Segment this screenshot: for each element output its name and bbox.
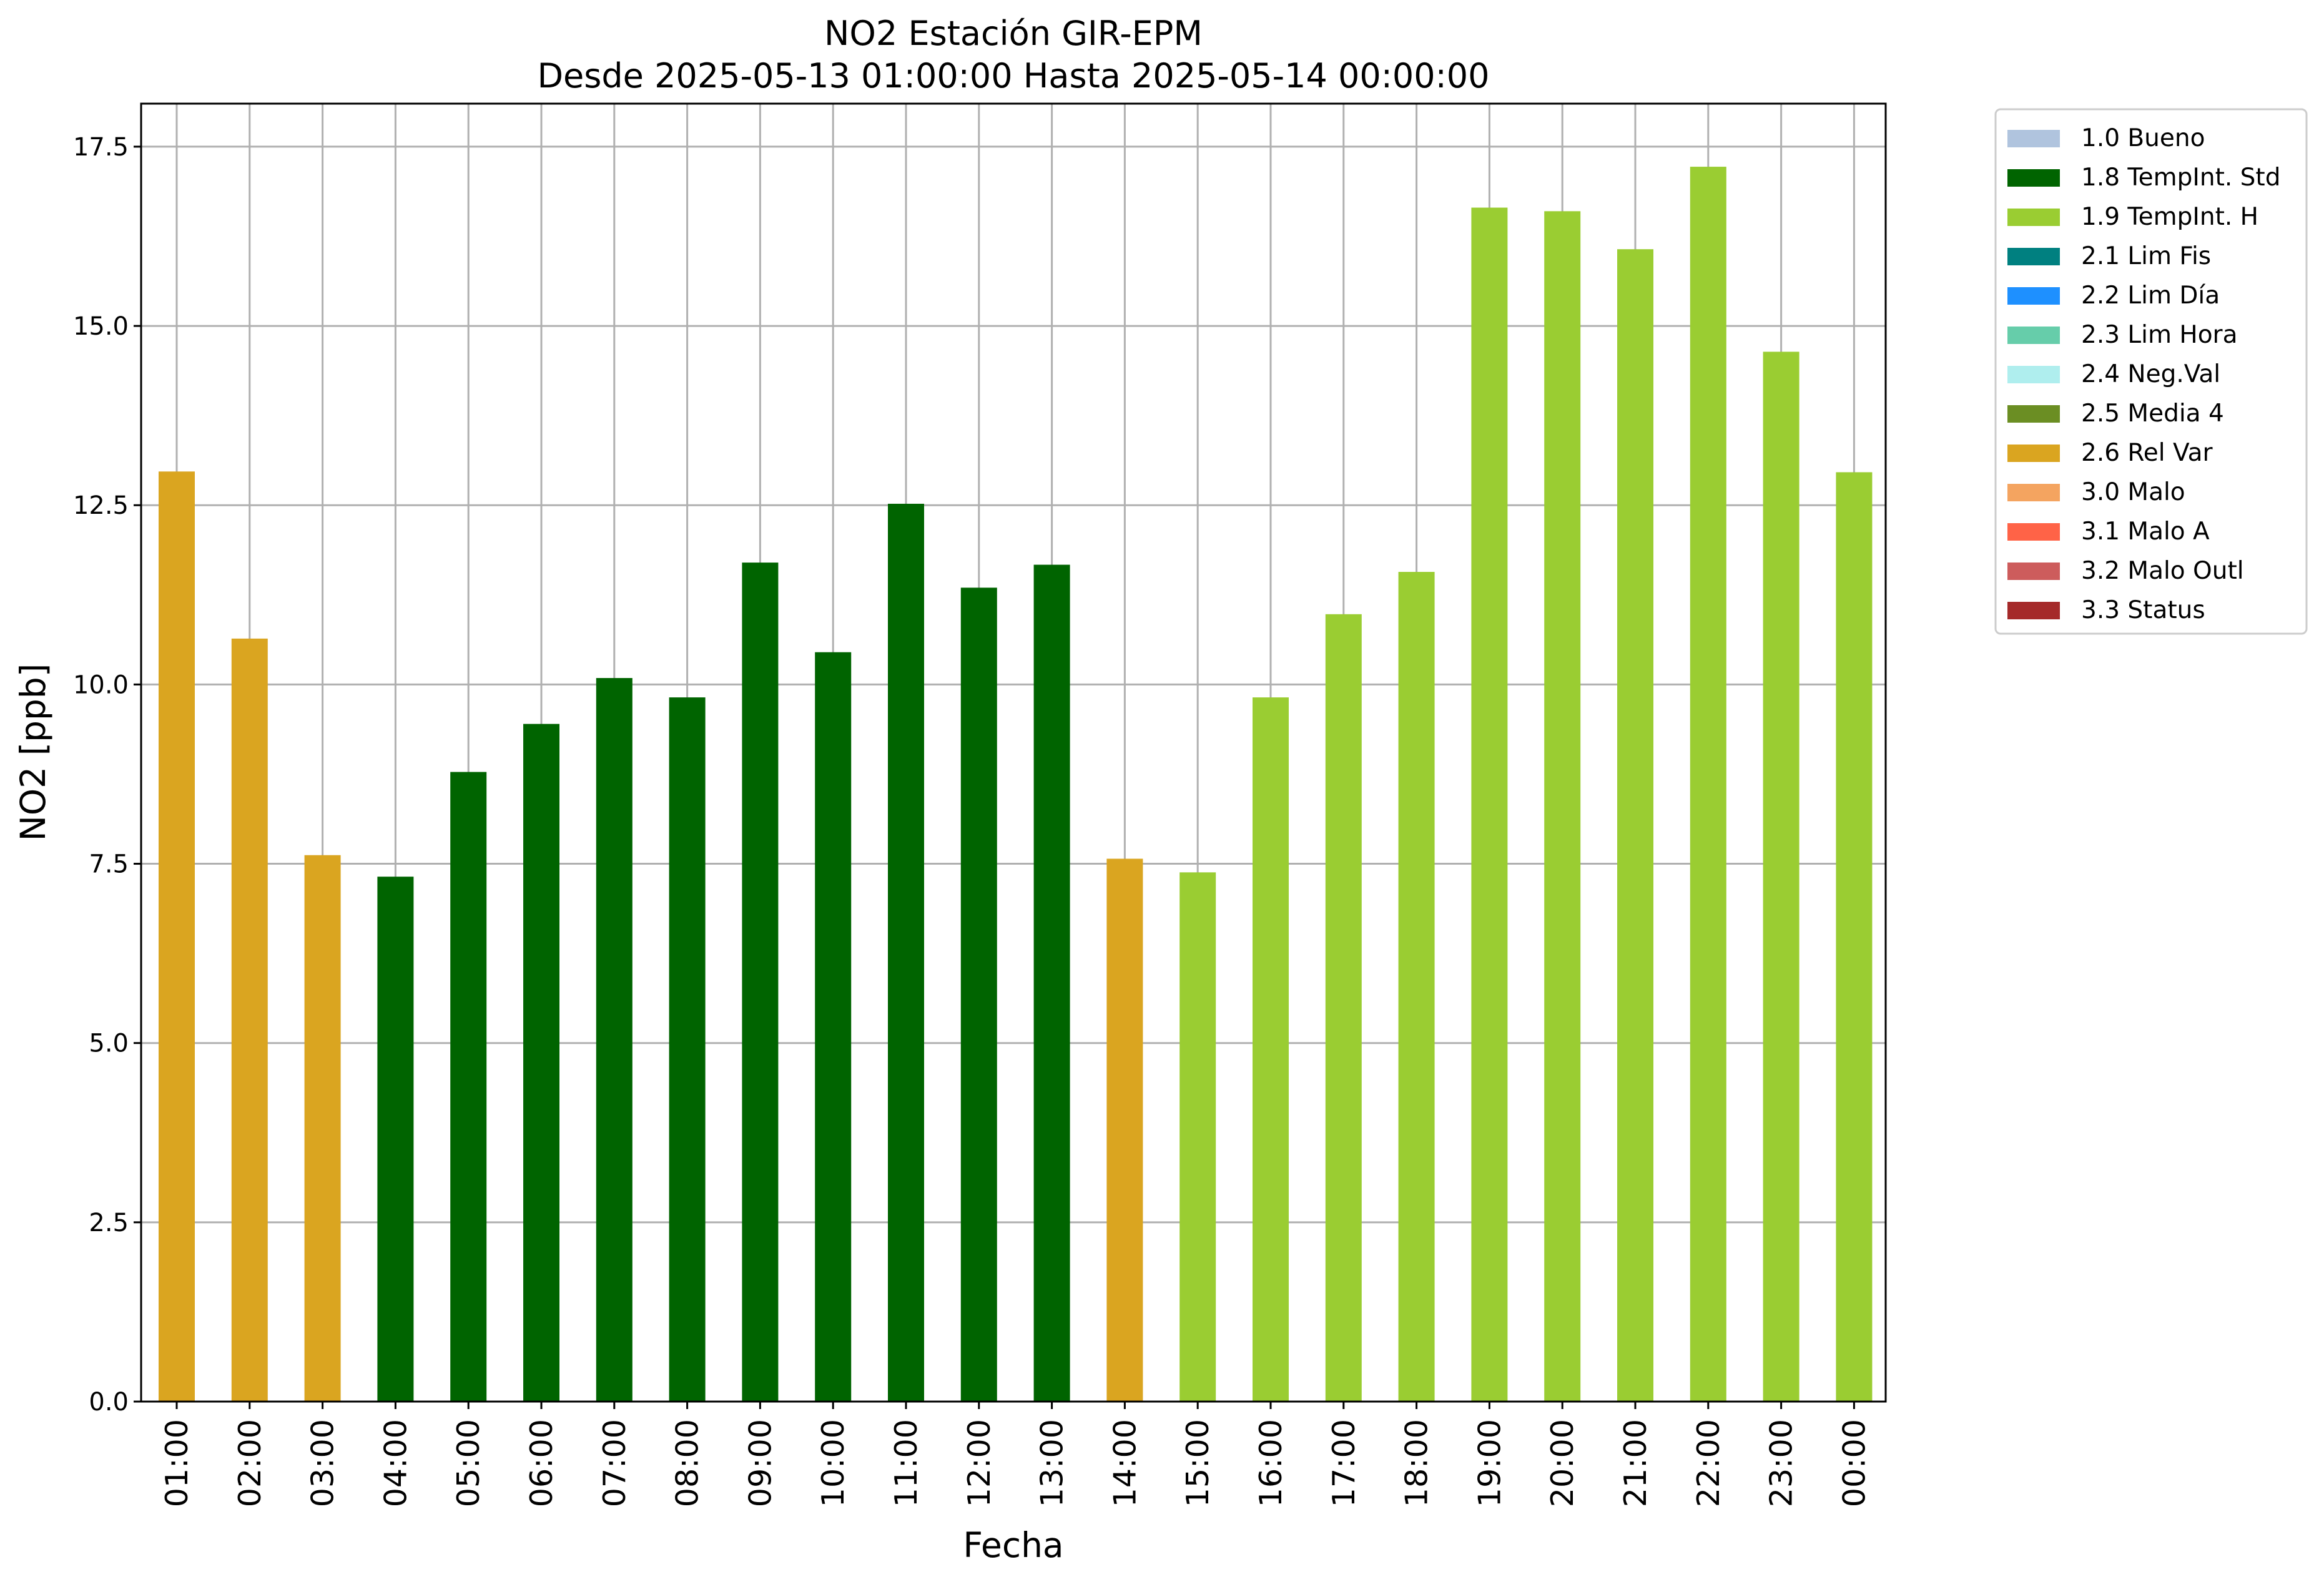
x-tick-label: 05:00: [451, 1419, 486, 1507]
legend-label: 2.4 Neg.Val: [2081, 360, 2220, 388]
x-tick-label: 06:00: [524, 1419, 559, 1507]
bar-0700: [596, 678, 633, 1402]
bar-1400: [1106, 858, 1143, 1402]
y-tick-label: 5.0: [89, 1029, 129, 1058]
x-tick-label: 14:00: [1107, 1419, 1143, 1507]
bar-0600: [523, 724, 559, 1402]
bar-0100: [159, 471, 195, 1402]
x-tick-label: 18:00: [1399, 1419, 1435, 1507]
legend-items: 1.0 Bueno 1.8 TempInt. Std 1.9 TempInt. H 2…: [2007, 124, 2280, 624]
bar-1200: [960, 587, 997, 1402]
bar-1300: [1033, 564, 1070, 1402]
y-tick-label: 2.5: [89, 1209, 129, 1237]
legend-swatch: [2007, 405, 2060, 423]
bars: [159, 167, 1873, 1402]
legend-swatch: [2007, 287, 2060, 305]
legend-label: 2.5 Media 4: [2081, 400, 2224, 428]
legend-swatch: [2007, 366, 2060, 383]
bar-1100: [888, 503, 924, 1402]
x-tick-label: 21:00: [1618, 1419, 1653, 1507]
y-axis-label: NO2 [ppb]: [13, 664, 53, 842]
y-tick-label: 7.5: [89, 850, 129, 879]
bar-0900: [742, 563, 779, 1402]
y-tick-label: 0.0: [89, 1388, 129, 1417]
x-tick-label: 12:00: [962, 1419, 997, 1507]
x-tick-label: 01:00: [159, 1419, 195, 1507]
x-tick-label: 19:00: [1472, 1419, 1507, 1507]
bar-1000: [815, 652, 852, 1402]
bar-1500: [1179, 872, 1216, 1402]
legend-swatch: [2007, 445, 2060, 462]
legend-frame: [1994, 108, 2308, 635]
chart-subtitle: Desde 2025-05-13 01:00:00 Hasta 2025-05-…: [537, 56, 1489, 96]
legend-label: 2.1 Lim Fis: [2081, 242, 2211, 270]
x-tick-label: 04:00: [378, 1419, 413, 1507]
x-tick-label: 13:00: [1035, 1419, 1070, 1507]
legend-label: 3.3 Status: [2081, 596, 2205, 624]
legend-label: 3.0 Malo: [2081, 478, 2185, 506]
bar-0300: [304, 855, 341, 1402]
bar-2300: [1763, 351, 1800, 1402]
axis-ticks: 0.0 2.5 5.0 7.5 10.0 12.5 15.0 17.5 01:00 02:00 03…: [73, 133, 1872, 1507]
legend-swatch: [2007, 248, 2060, 265]
plot-area-frame: [140, 102, 1887, 1403]
x-tick-label: 07:00: [597, 1419, 633, 1507]
legend-swatch: [2007, 523, 2060, 541]
legend: 1.0 Bueno 1.8 TempInt. Std 1.9 TempInt. H 2…: [1994, 108, 2308, 635]
x-tick-label: 23:00: [1764, 1419, 1800, 1507]
legend-label: 1.9 TempInt. H: [2081, 203, 2258, 231]
legend-label: 3.2 Malo Outl: [2081, 557, 2244, 585]
x-tick-label: 08:00: [670, 1419, 706, 1507]
chart-title: NO2 Estación GIR-EPM: [824, 14, 1203, 53]
legend-swatch: [2007, 484, 2060, 501]
legend-swatch: [2007, 130, 2060, 147]
x-tick-label: 03:00: [305, 1419, 341, 1507]
bar-0400: [377, 877, 414, 1402]
legend-label: 3.1 Malo A: [2081, 518, 2210, 546]
x-tick-label: 20:00: [1545, 1419, 1580, 1507]
x-tick-label: 17:00: [1326, 1419, 1362, 1507]
legend-swatch: [2007, 563, 2060, 580]
bar-0200: [231, 638, 268, 1402]
bar-2100: [1617, 249, 1653, 1402]
y-tick-label: 15.0: [73, 312, 129, 341]
x-tick-label: 15:00: [1180, 1419, 1216, 1507]
x-tick-label: 09:00: [742, 1419, 778, 1507]
bar-1900: [1471, 207, 1508, 1402]
legend-swatch: [2007, 169, 2060, 187]
legend-swatch: [2007, 209, 2060, 226]
y-tick-label: 12.5: [73, 491, 129, 520]
legend-label: 1.0 Bueno: [2081, 124, 2205, 152]
legend-swatch: [2007, 327, 2060, 344]
legend-label: 1.8 TempInt. Std: [2081, 164, 2280, 192]
x-tick-label: 11:00: [889, 1419, 924, 1507]
bar-1800: [1398, 572, 1435, 1402]
bar-2000: [1544, 211, 1581, 1402]
x-tick-label: 16:00: [1253, 1419, 1289, 1507]
x-tick-label: 10:00: [815, 1419, 851, 1507]
bar-2200: [1690, 167, 1726, 1402]
x-tick-label: 00:00: [1836, 1419, 1872, 1507]
bar-0800: [669, 697, 706, 1402]
y-tick-label: 10.0: [73, 671, 129, 699]
legend-swatch: [2007, 602, 2060, 619]
bar-1700: [1325, 614, 1362, 1402]
legend-label: 2.2 Lim Día: [2081, 282, 2220, 310]
x-tick-label: 22:00: [1691, 1419, 1726, 1507]
x-tick-label: 02:00: [232, 1419, 268, 1507]
y-tick-label: 17.5: [73, 133, 129, 162]
bar-0500: [450, 772, 487, 1402]
legend-label: 2.3 Lim Hora: [2081, 321, 2238, 349]
bar-1600: [1253, 697, 1289, 1402]
bar-0000: [1836, 472, 1873, 1402]
x-axis-label: Fecha: [963, 1525, 1063, 1565]
legend-label: 2.6 Rel Var: [2081, 439, 2213, 467]
